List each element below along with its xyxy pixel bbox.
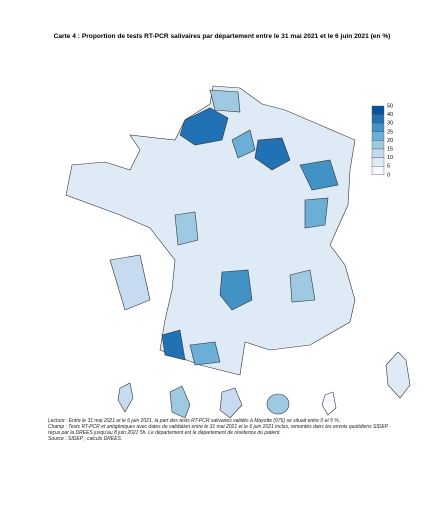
region bbox=[219, 269, 253, 311]
overseas bbox=[321, 391, 337, 416]
legend-swatch bbox=[371, 105, 385, 115]
legend-label: 5 bbox=[387, 164, 390, 170]
legend-swatch bbox=[371, 148, 385, 158]
legend-swatch bbox=[371, 122, 385, 132]
legend-label: 25 bbox=[387, 129, 393, 135]
legend-swatch bbox=[371, 165, 385, 175]
legend-swatch bbox=[371, 140, 385, 150]
overseas bbox=[266, 393, 290, 415]
legend-label: 40 bbox=[387, 112, 393, 118]
france-map bbox=[65, 85, 411, 419]
overseas bbox=[219, 387, 243, 419]
region bbox=[299, 159, 339, 191]
overseas bbox=[169, 385, 191, 419]
legend-label: 50 bbox=[387, 103, 393, 109]
region bbox=[161, 329, 186, 361]
region bbox=[174, 211, 199, 246]
legend-label: 30 bbox=[387, 121, 393, 127]
overseas bbox=[117, 382, 134, 413]
region bbox=[289, 269, 316, 303]
region bbox=[231, 129, 256, 159]
map-title: Carte 4 : Proportion de tests RT-PCR sal… bbox=[54, 33, 391, 40]
region bbox=[209, 89, 241, 113]
legend-label: 20 bbox=[387, 138, 393, 144]
region bbox=[109, 254, 151, 311]
legend-label: 0 bbox=[387, 172, 390, 178]
region bbox=[254, 137, 291, 171]
legend-label: 10 bbox=[387, 155, 393, 161]
region bbox=[304, 197, 329, 229]
legend-swatch bbox=[371, 157, 385, 167]
region bbox=[189, 341, 221, 366]
legend-swatch bbox=[371, 131, 385, 141]
note-champ: Champ : Tests RT-PCR et antigéniques ave… bbox=[48, 424, 388, 436]
region bbox=[179, 107, 229, 146]
legend-label: 15 bbox=[387, 146, 393, 152]
note-source: Source : SIDEP ; calculs DREES. bbox=[48, 436, 123, 442]
legend-swatch bbox=[371, 114, 385, 124]
note-lecture: Lecture : Entre le 31 mai 2021 et le 6 j… bbox=[48, 418, 341, 424]
corsica bbox=[385, 351, 411, 399]
notes: Lecture : Entre le 31 mai 2021 et le 6 j… bbox=[48, 418, 398, 442]
